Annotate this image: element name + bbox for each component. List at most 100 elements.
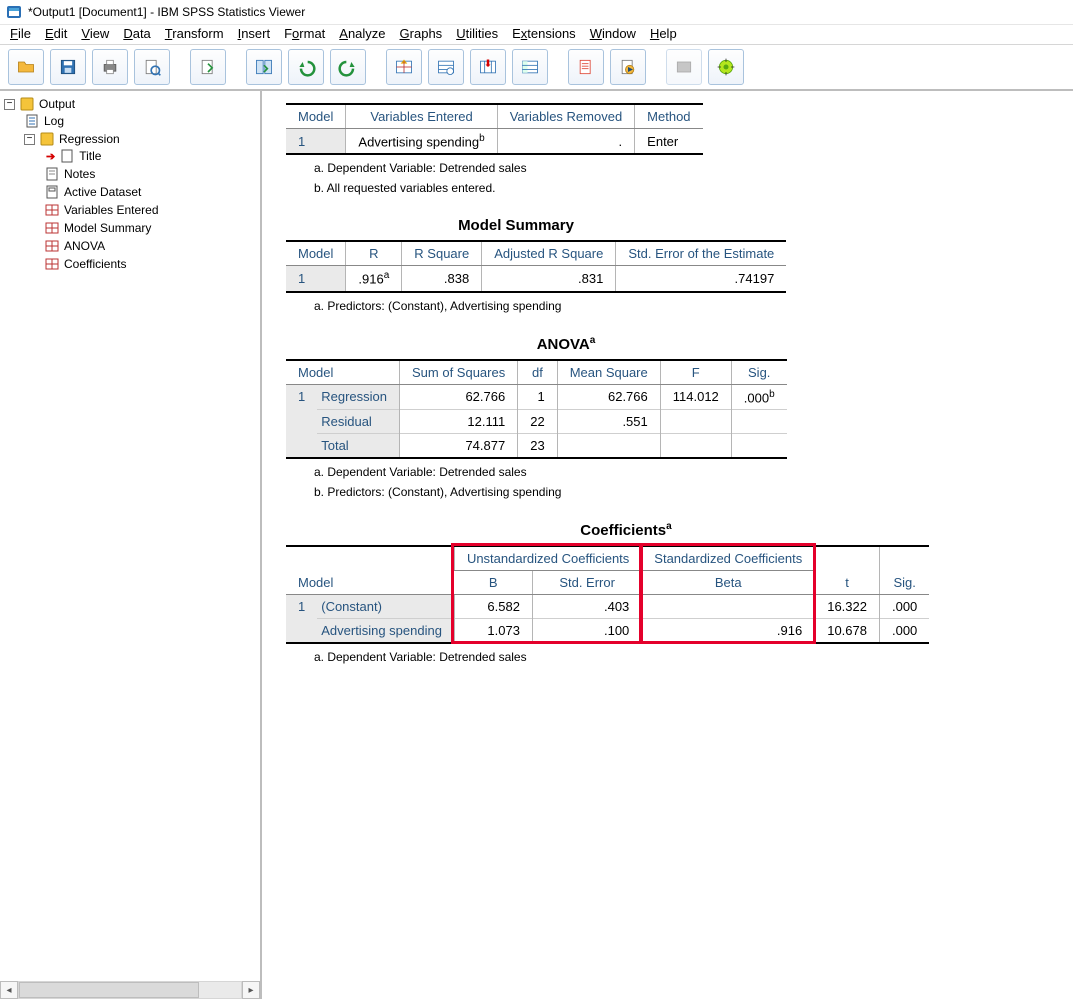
menu-transform[interactable]: Transform: [165, 26, 224, 41]
anova-table[interactable]: Model Sum of Squares df Mean Square F Si…: [286, 359, 787, 459]
an-row-res-ms: .551: [557, 409, 660, 433]
menu-window[interactable]: Window: [590, 26, 636, 41]
tree-title[interactable]: ➔ Title: [44, 148, 256, 164]
menu-help[interactable]: Help: [650, 26, 677, 41]
goto-case-button[interactable]: [428, 49, 464, 85]
ms-cell-r: .916a: [346, 266, 402, 292]
variables-button[interactable]: [512, 49, 548, 85]
co-hdr-b: B: [454, 570, 532, 594]
window-title: *Output1 [Document1] - IBM SPSS Statisti…: [28, 5, 305, 19]
ms-footnote-a: a. Predictors: (Constant), Advertising s…: [314, 299, 1073, 313]
menu-format[interactable]: Format: [284, 26, 325, 41]
variables-entered-table[interactable]: Model Variables Entered Variables Remove…: [286, 103, 703, 155]
recall-dialog-button[interactable]: [246, 49, 282, 85]
redo-button[interactable]: [330, 49, 366, 85]
goto-data-button[interactable]: [386, 49, 422, 85]
menu-utilities[interactable]: Utilities: [456, 26, 498, 41]
ve-footnote-a: a. Dependent Variable: Detrended sales: [314, 161, 1073, 175]
app-icon: [6, 4, 22, 20]
collapse-icon[interactable]: −: [24, 134, 35, 145]
anova-title: ANOVAa: [286, 335, 846, 353]
an-row-tot-df: 23: [518, 433, 557, 458]
menu-extensions[interactable]: Extensions: [512, 26, 576, 41]
save-button[interactable]: [50, 49, 86, 85]
ve-hdr-method: Method: [635, 104, 703, 129]
anova-block: ANOVAa Model Sum of Squares df Mean Squa…: [286, 335, 1073, 499]
menu-data[interactable]: Data: [123, 26, 150, 41]
scroll-left-icon[interactable]: ◂: [0, 981, 18, 999]
tree-label-regression: Regression: [59, 132, 120, 146]
an-hdr-df: df: [518, 360, 557, 385]
dataset-icon: [44, 184, 60, 200]
co-hdr-t: t: [815, 546, 880, 595]
scroll-right-icon[interactable]: ▸: [242, 981, 260, 999]
co-grp-std: Standardized Coefficients: [642, 546, 815, 571]
menu-file[interactable]: File: [10, 26, 31, 41]
co-row-const-t: 16.322: [815, 594, 880, 618]
an-footnote-b: b. Predictors: (Constant), Advertising s…: [314, 485, 1073, 499]
ve-cell-method: Enter: [635, 129, 703, 155]
tree-notes[interactable]: Notes: [44, 166, 256, 182]
tree-active-dataset[interactable]: Active Dataset: [44, 184, 256, 200]
tree-output[interactable]: − Output: [4, 96, 256, 112]
menu-view[interactable]: View: [81, 26, 109, 41]
print-preview-button[interactable]: [134, 49, 170, 85]
ve-cell-removed: .: [497, 129, 634, 155]
table-icon: [44, 238, 60, 254]
an-row-res-label: Residual: [317, 409, 399, 433]
tree-model-summary[interactable]: Model Summary: [44, 220, 256, 236]
ms-hdr-model: Model: [286, 241, 346, 266]
tree-coefficients[interactable]: Coefficients: [44, 256, 256, 272]
coefficients-title: Coefficientsa: [286, 521, 966, 539]
export-button[interactable]: [190, 49, 226, 85]
an-row-reg-f: 114.012: [660, 384, 731, 409]
tree-anova[interactable]: ANOVA: [44, 238, 256, 254]
log-icon: [24, 113, 40, 129]
an-row-tot-f: [660, 433, 731, 458]
menu-analyze[interactable]: Analyze: [339, 26, 385, 41]
collapse-icon[interactable]: −: [4, 99, 15, 110]
tree-label-varentered: Variables Entered: [64, 203, 159, 217]
create-graph-button[interactable]: [708, 49, 744, 85]
model-summary-table[interactable]: Model R R Square Adjusted R Square Std. …: [286, 240, 786, 292]
ms-hdr-r: R: [346, 241, 402, 266]
co-row-adv-t: 10.678: [815, 618, 880, 643]
an-row-tot-ms: [557, 433, 660, 458]
print-button[interactable]: [92, 49, 128, 85]
select-last-output-button[interactable]: [568, 49, 604, 85]
menu-edit[interactable]: Edit: [45, 26, 67, 41]
tree-variables-entered[interactable]: Variables Entered: [44, 202, 256, 218]
co-cell-model: 1: [286, 594, 317, 643]
designate-window-button[interactable]: [666, 49, 702, 85]
undo-button[interactable]: [288, 49, 324, 85]
table-icon: [44, 256, 60, 272]
menu-insert[interactable]: Insert: [238, 26, 271, 41]
an-hdr-ss: Sum of Squares: [400, 360, 518, 385]
tree-regression[interactable]: − Regression: [24, 131, 256, 147]
scroll-thumb[interactable]: [19, 982, 199, 998]
co-row-adv-beta: .916: [642, 618, 815, 643]
ms-hdr-adjrsq: Adjusted R Square: [482, 241, 616, 266]
co-hdr-beta: Beta: [642, 570, 815, 594]
open-button[interactable]: [8, 49, 44, 85]
co-hdr-sig: Sig.: [879, 546, 929, 595]
output-viewer: Model Variables Entered Variables Remove…: [262, 91, 1073, 999]
run-syntax-button[interactable]: [610, 49, 646, 85]
an-row-res-f: [660, 409, 731, 433]
an-row-reg-sig: .000b: [731, 384, 786, 409]
table-icon: [44, 220, 60, 236]
an-row-reg-ss: 62.766: [400, 384, 518, 409]
goto-variable-button[interactable]: [470, 49, 506, 85]
title-icon: [59, 148, 75, 164]
menu-graphs[interactable]: Graphs: [400, 26, 443, 41]
tree-log[interactable]: Log: [24, 113, 256, 129]
ve-cell-entered: Advertising spendingb: [346, 129, 497, 155]
scroll-track[interactable]: [18, 981, 242, 999]
coefficients-table[interactable]: Model Unstandardized Coefficients Standa…: [286, 545, 929, 644]
co-hdr-stderr: Std. Error: [532, 570, 641, 594]
an-cell-model: 1: [286, 384, 317, 458]
outline-scrollbar-horizontal[interactable]: ◂ ▸: [0, 981, 260, 999]
table-icon: [44, 202, 60, 218]
menubar: File Edit View Data Transform Insert For…: [0, 25, 1073, 44]
an-footnote-a: a. Dependent Variable: Detrended sales: [314, 465, 1073, 479]
